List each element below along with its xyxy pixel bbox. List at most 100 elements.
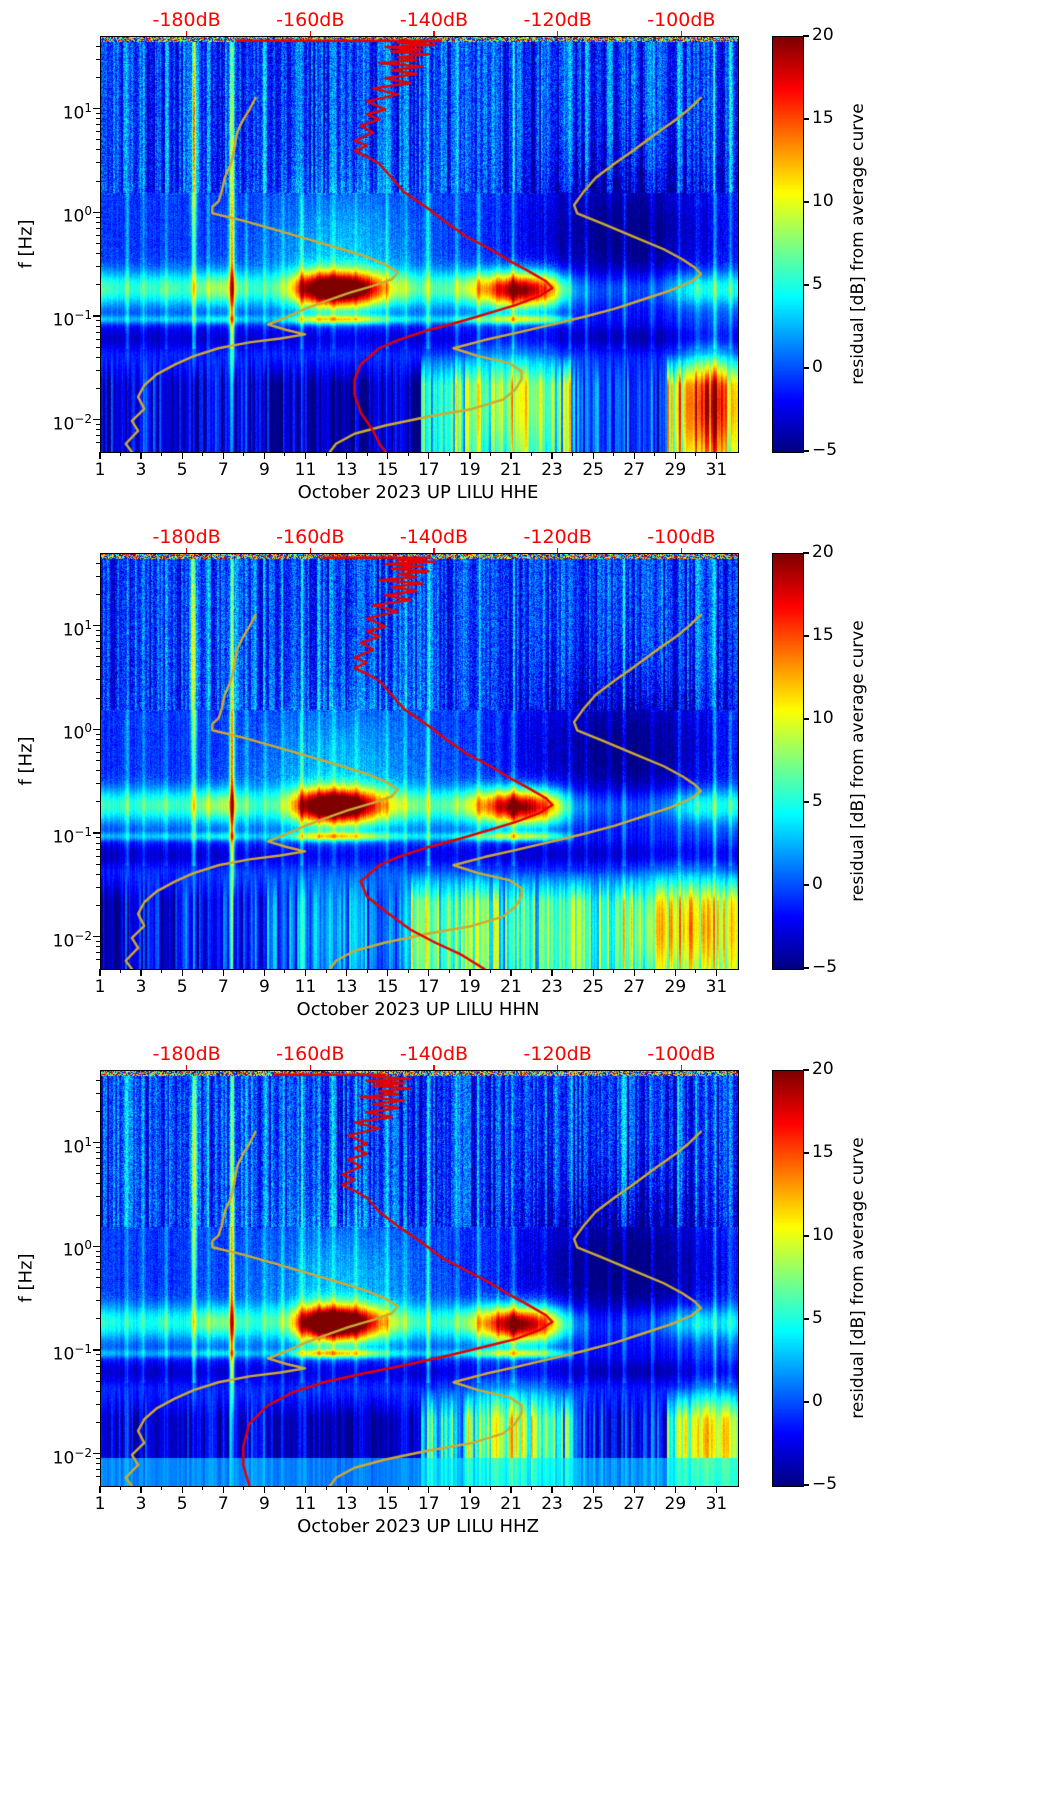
top-axis-tick-label: -140dB — [399, 526, 469, 548]
x-minor-tick — [325, 1486, 327, 1490]
y-minor-tick — [96, 959, 100, 961]
y-tick-label: 100 — [0, 201, 92, 227]
x-minor-tick — [654, 969, 656, 973]
top-axis-tick-label: -160dB — [276, 1043, 345, 1065]
x-minor-tick — [613, 969, 615, 973]
colorbar-label: residual [dB] from average curve — [848, 103, 868, 385]
y-tick-label: 10−1 — [0, 1339, 92, 1365]
x-minor-tick — [161, 452, 163, 456]
x-minor-tick — [161, 969, 163, 973]
x-tick-label: 15 — [376, 460, 399, 480]
x-minor-tick — [531, 969, 533, 973]
y-tick-mantissa: 10 — [52, 310, 75, 331]
x-minor-tick — [448, 452, 450, 456]
x-minor-tick — [243, 1486, 245, 1490]
x-tick-label: 27 — [623, 1494, 646, 1514]
colorbar-tick — [803, 450, 809, 452]
y-tick-mantissa: 10 — [52, 931, 75, 952]
y-minor-tick — [96, 1372, 100, 1374]
x-major-tick — [469, 452, 471, 459]
x-minor-tick — [531, 452, 533, 456]
x-major-tick — [674, 969, 677, 976]
y-minor-tick — [96, 388, 100, 390]
y-minor-tick — [96, 346, 100, 348]
x-tick-label: 31 — [705, 460, 728, 480]
x-minor-tick — [572, 452, 574, 456]
x-tick-label: 17 — [417, 460, 440, 480]
x-major-tick — [633, 1486, 635, 1493]
y-minor-tick — [96, 575, 100, 577]
y-major-tick — [93, 1245, 100, 1247]
spectrogram-canvas — [101, 37, 738, 452]
x-tick-label: 25 — [582, 977, 604, 997]
y-minor-tick — [96, 1476, 100, 1478]
spectrogram-plot — [100, 36, 739, 453]
x-minor-tick — [654, 1486, 656, 1490]
y-tick-mantissa: 10 — [62, 1240, 85, 1261]
y-tick-label: 10−1 — [0, 822, 92, 848]
y-minor-tick — [96, 1268, 100, 1270]
x-tick-label: 15 — [376, 1494, 399, 1514]
x-major-tick — [140, 969, 142, 976]
y-minor-tick — [96, 1458, 100, 1459]
colorbar — [772, 36, 804, 453]
x-minor-tick — [120, 1486, 122, 1490]
y-minor-tick — [96, 1390, 100, 1392]
x-minor-tick — [448, 1486, 450, 1490]
x-tick-label: 23 — [541, 460, 563, 480]
y-minor-tick — [96, 1300, 100, 1302]
colorbar-tick — [803, 284, 809, 286]
spectrogram-plot — [100, 553, 739, 970]
colorbar-tick — [803, 1484, 809, 1486]
x-tick-label: 3 — [135, 460, 147, 480]
colorbar-tick-label: −5 — [812, 1474, 838, 1494]
top-axis-tick — [433, 1065, 435, 1070]
x-minor-tick — [448, 969, 450, 973]
x-minor-tick — [407, 969, 409, 973]
y-minor-tick — [96, 760, 100, 761]
top-axis-tick — [557, 31, 559, 36]
x-tick-label: 31 — [705, 977, 728, 997]
top-axis-tick-label: -120dB — [523, 9, 592, 31]
x-major-tick — [551, 452, 553, 459]
top-axis-tick — [680, 548, 683, 553]
spectrogram-panel-hhz: f [Hz] October 2023 UP LILU HHZ residual… — [0, 1042, 1052, 1559]
y-major-tick — [93, 832, 100, 834]
x-minor-tick — [695, 969, 697, 973]
y-tick-label: 101 — [0, 615, 92, 641]
y-tick-mantissa: 10 — [52, 827, 75, 848]
y-minor-tick — [96, 679, 100, 681]
colorbar-tick — [803, 1152, 809, 1154]
x-tick-label: 21 — [500, 460, 522, 480]
x-major-tick — [510, 452, 512, 459]
y-minor-tick — [96, 180, 100, 182]
y-tick-label: 101 — [0, 1132, 92, 1158]
colorbar-tick-label: −5 — [812, 440, 838, 460]
y-minor-tick — [96, 234, 100, 236]
y-major-tick — [93, 728, 100, 730]
x-major-tick — [263, 1486, 266, 1493]
x-tick-label: 17 — [417, 1494, 440, 1514]
x-major-tick — [181, 452, 183, 459]
y-tick-label: 10−2 — [0, 1443, 92, 1469]
spectrogram-canvas — [101, 554, 738, 969]
x-tick-label: 13 — [335, 460, 358, 480]
x-minor-tick — [284, 969, 286, 973]
x-tick-label: 31 — [705, 1494, 728, 1514]
colorbar-tick — [803, 201, 809, 203]
top-axis-tick — [309, 548, 311, 553]
colorbar-tick — [803, 1318, 809, 1320]
top-axis-tick-label: -120dB — [523, 526, 592, 548]
x-minor-tick — [120, 452, 122, 456]
y-minor-tick — [96, 738, 100, 740]
x-tick-label: 11 — [294, 977, 317, 997]
x-minor-tick — [284, 1486, 286, 1490]
x-axis-title: October 2023 UP LILU HHN — [296, 999, 540, 1020]
x-major-tick — [345, 452, 348, 459]
spectrogram-figure: f [Hz] October 2023 UP LILU HHE residual… — [0, 9, 1052, 1559]
spectrogram-panel-hhn: f [Hz] October 2023 UP LILU HHN residual… — [0, 525, 1052, 1042]
y-tick-exponent: −2 — [74, 1445, 92, 1460]
y-tick-mantissa: 10 — [62, 206, 85, 227]
y-minor-tick — [96, 429, 100, 431]
colorbar-tick-label: −5 — [812, 957, 838, 977]
